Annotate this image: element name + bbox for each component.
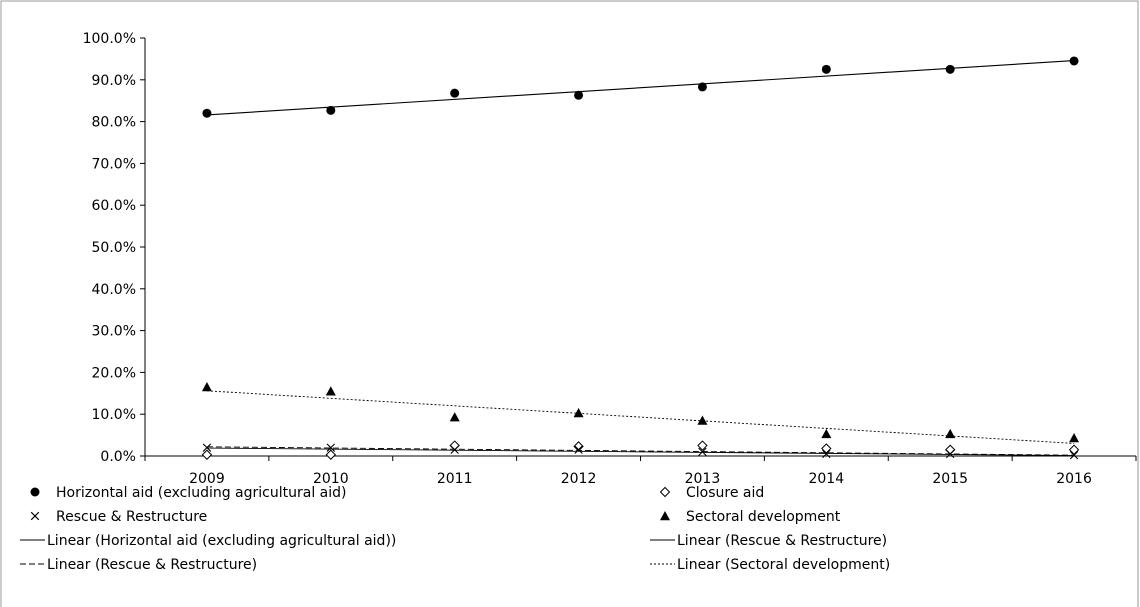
x-tick-label: 2011 [437,471,473,487]
y-tick-label: 100.0% [83,31,136,47]
data-point [201,449,213,460]
data-point [202,108,212,118]
data-point [697,82,707,92]
data-point [573,441,584,452]
data-point [450,88,460,98]
data-point [945,449,955,459]
trendlines [206,60,1075,457]
data-point [1069,56,1079,66]
y-tick-label: 20.0% [92,365,136,381]
y-tick-label: 60.0% [92,198,136,214]
x-tick-label: 2014 [808,471,844,487]
legend-marker [30,487,40,497]
data-point [326,105,336,115]
legend-label: Linear (Horizontal aid (excluding agricu… [47,533,396,549]
legend-item: Linear (Horizontal aid (excluding agricu… [20,533,396,549]
legend-item: Rescue & Restructure [30,509,207,525]
x-tick-label: 2015 [932,471,968,487]
x-tick-label: 2012 [561,471,597,487]
legend-label: Horizontal aid (excluding agricultural a… [56,485,346,501]
data-point [201,382,212,392]
data-point [1068,444,1080,455]
data-point [1069,433,1080,443]
legend-label: Linear (Rescue & Restructure) [677,533,887,549]
legend-item: Linear (Rescue & Restructure) [650,533,887,549]
y-tick-label: 0.0% [100,449,136,465]
x-tick-label: 2013 [685,471,721,487]
y-tick-label: 50.0% [92,240,136,256]
data-point [450,445,459,454]
y-tick-label: 80.0% [92,115,136,131]
data-points [201,56,1080,460]
legend-label: Linear (Sectoral development) [677,557,890,573]
data-point [697,415,708,425]
y-tick-label: 70.0% [92,156,136,172]
x-tick-label: 2009 [189,471,225,487]
data-point [449,412,460,422]
legend-marker [30,511,40,521]
data-point [821,428,832,439]
legend-label: Rescue & Restructure [56,509,207,525]
data-point [697,440,708,451]
data-point [574,90,584,100]
legend-marker [660,511,670,521]
data-point [202,443,212,452]
data-point [821,443,832,454]
y-tick-label: 30.0% [92,324,136,340]
legend-item: Linear (Rescue & Restructure) [20,557,257,573]
legend-item: Linear (Sectoral development) [650,557,890,573]
trendline [206,390,1075,444]
data-point [574,445,583,454]
data-point [945,64,955,74]
data-point [698,447,707,457]
legend: Horizontal aid (excluding agricultural a… [20,485,890,573]
data-point [325,449,337,460]
legend-label: Linear (Rescue & Restructure) [47,557,257,573]
data-point [822,449,831,459]
legend-marker [659,486,671,498]
x-tick-label: 2016 [1056,471,1092,487]
trendline [206,60,1075,116]
trendline [206,446,1075,456]
legend-item: Horizontal aid (excluding agricultural a… [30,485,346,501]
y-tick-label: 10.0% [92,407,136,423]
data-point [573,407,584,418]
y-axis: 0.0% 10.0% 20.0% 30.0% 40.0% 50.0% 60.0% 70.0% 8… [83,31,146,465]
data-point [945,428,956,439]
x-tick-label: 2010 [313,471,349,487]
data-point [325,386,336,396]
data-point [326,443,336,452]
trendline [206,447,1075,457]
legend-label: Sectoral development [686,509,841,525]
legend-item: Sectoral development [660,509,841,525]
data-point [821,64,831,74]
legend-item: Closure aid [659,485,764,501]
y-tick-label: 90.0% [92,73,136,89]
data-point [1069,450,1079,460]
x-axis: 2009 2010 2011 2012 2013 2014 2015 2016 [144,455,1137,487]
y-tick-label: 40.0% [92,282,136,298]
legend-label: Closure aid [686,485,764,501]
